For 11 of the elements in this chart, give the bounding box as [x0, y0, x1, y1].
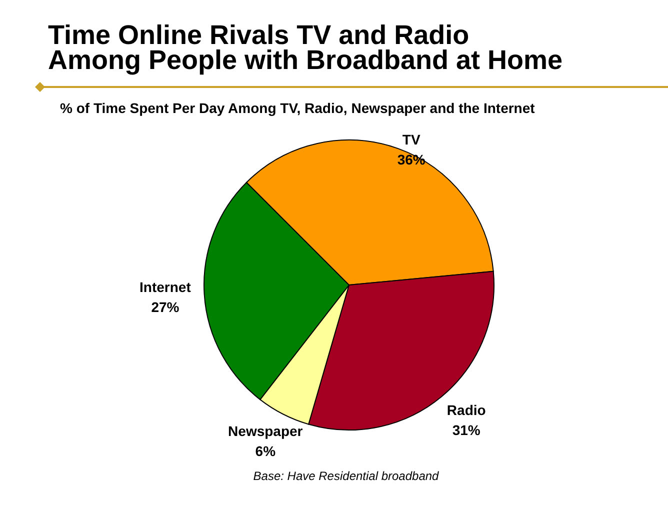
data-label: 27% [151, 298, 180, 315]
chart-subtitle: % of Time Spent Per Day Among TV, Radio, Newspaper and the Internet [60, 100, 536, 116]
slice-label: Radio [446, 402, 486, 418]
data-label: 6% [255, 443, 276, 460]
data-label: 36% [397, 152, 426, 168]
slice-label: Internet [140, 278, 192, 295]
data-label: 31% [452, 422, 481, 438]
text: Base: Have Residential broadband [253, 469, 440, 483]
slice-label: Newspaper [228, 423, 304, 440]
chart-title: Time Online Rivals TV and Radio Among People with Broadband at Home [48, 20, 563, 75]
slice-label: TV [402, 132, 421, 148]
